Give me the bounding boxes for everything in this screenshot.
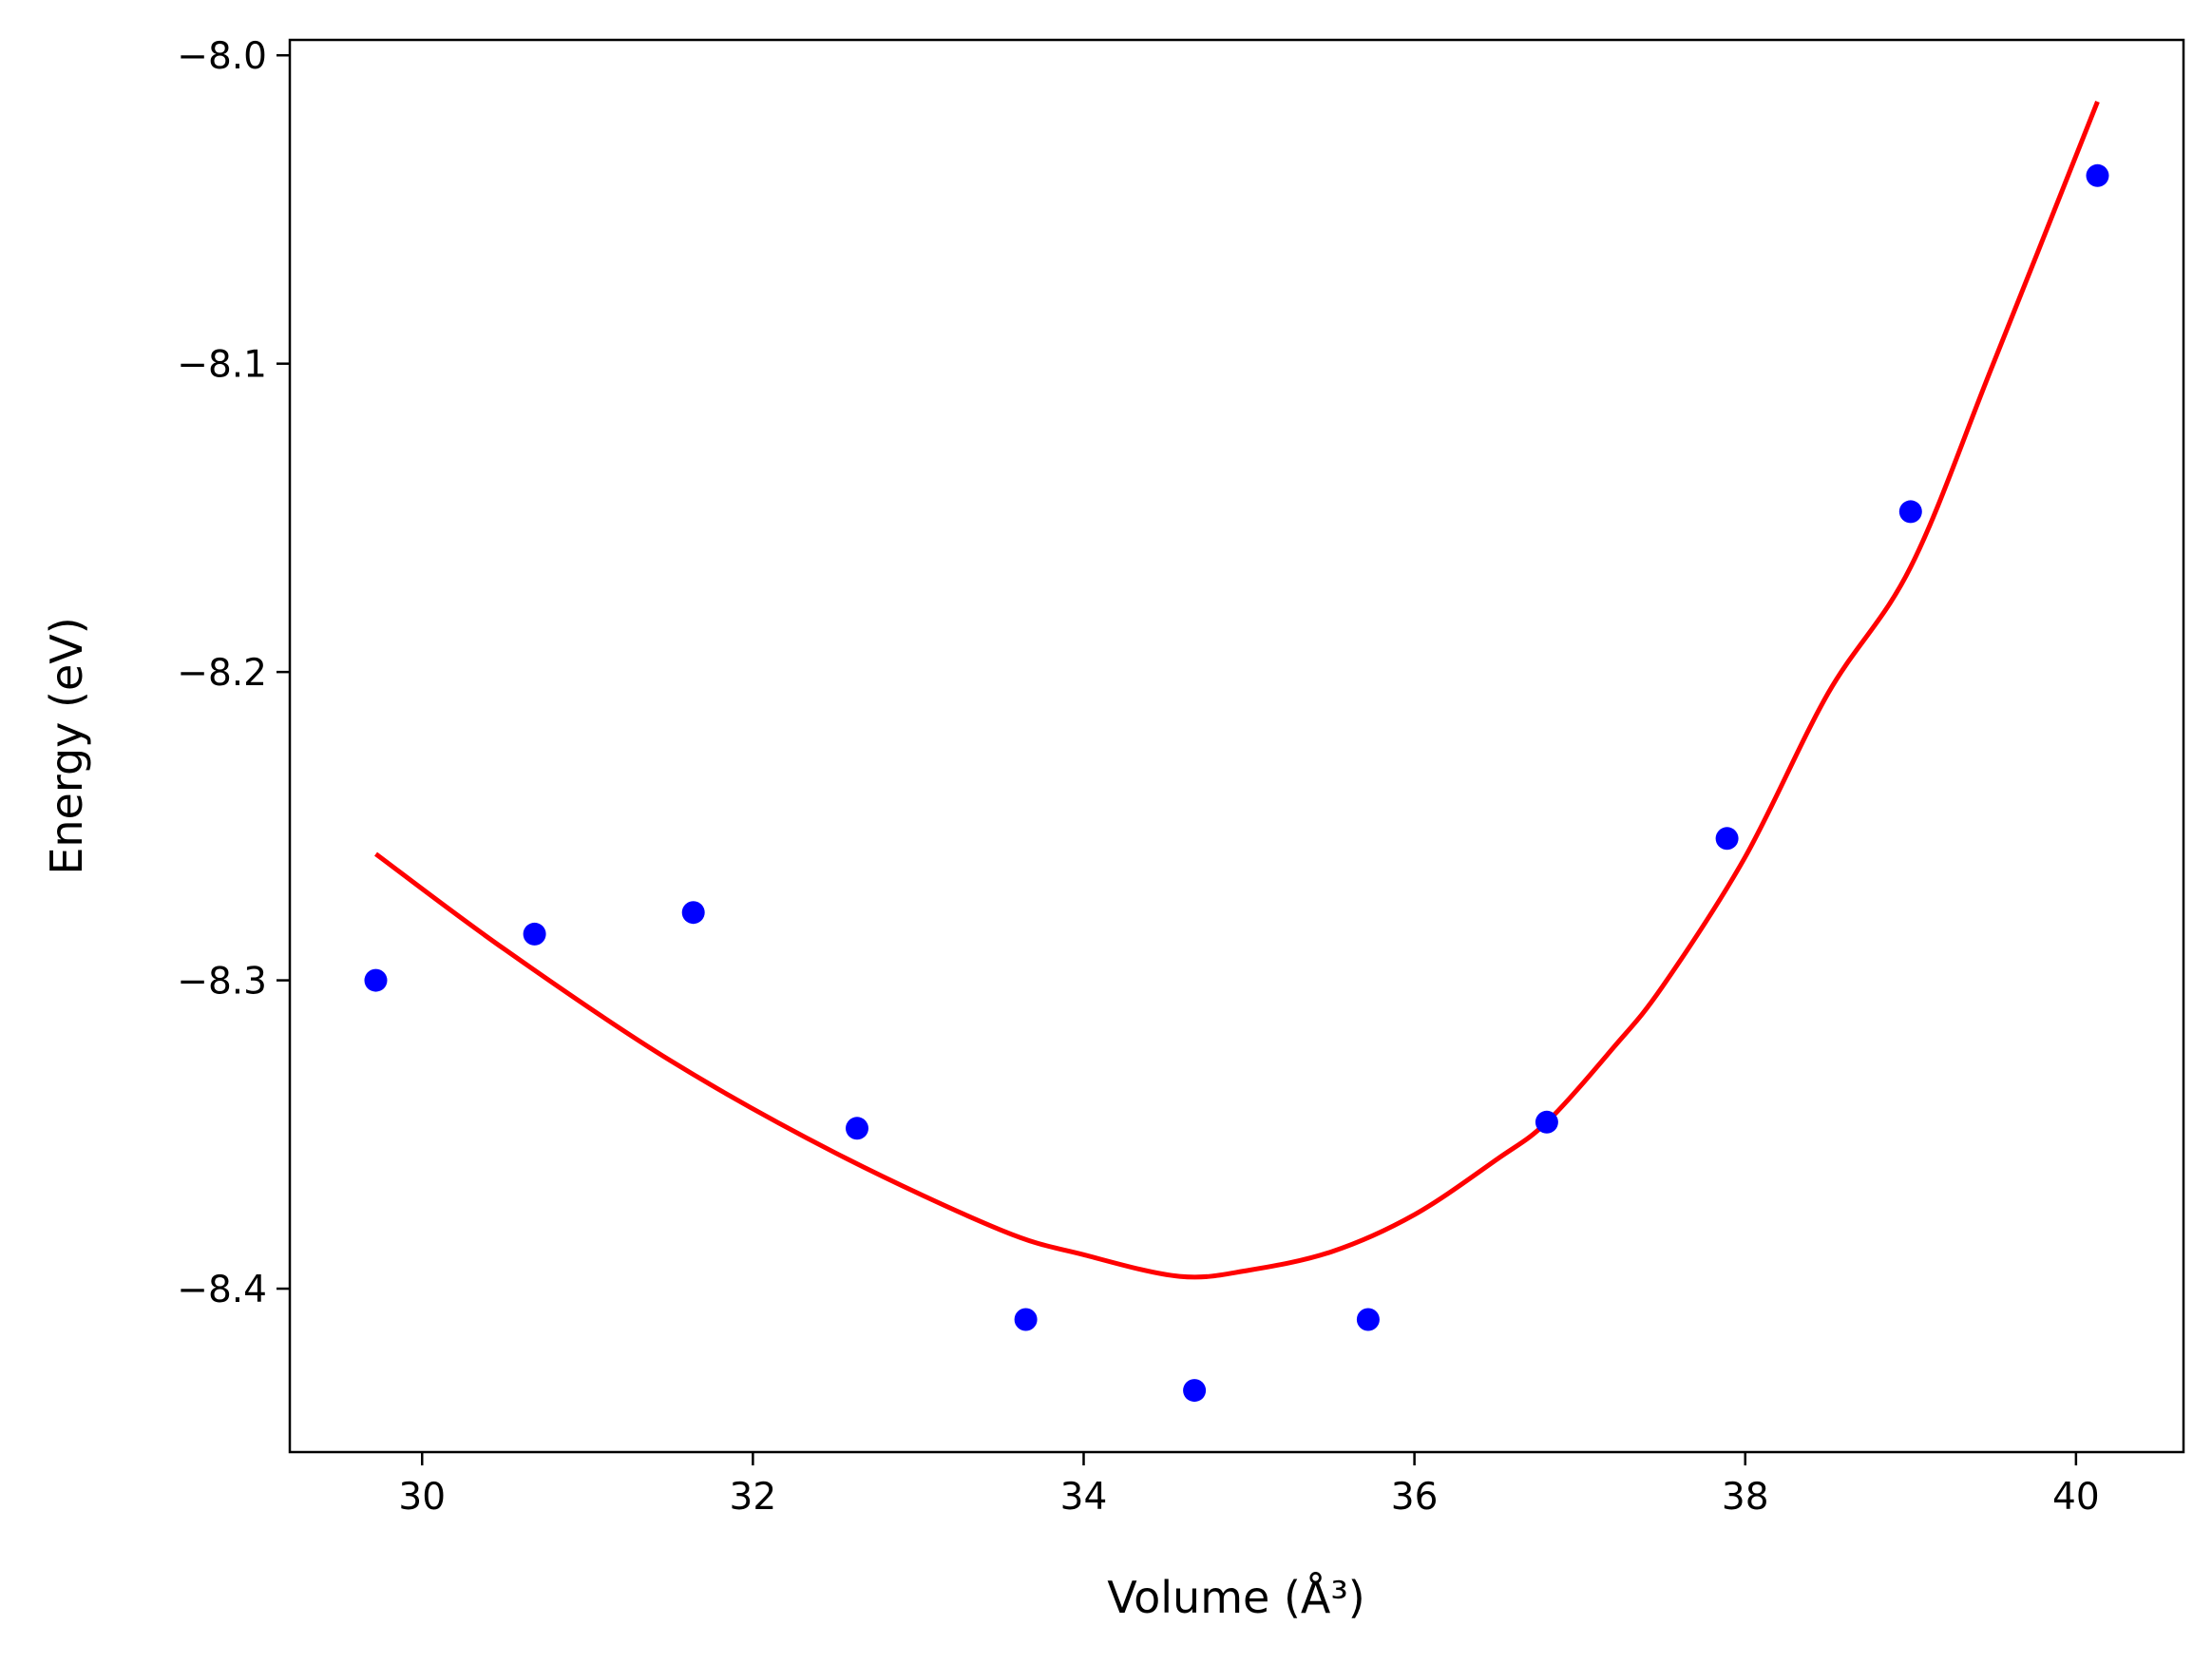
data-point <box>1535 1110 1558 1134</box>
data-point <box>1183 1379 1207 1403</box>
y-axis: −8.0 −8.1 −8.2 −8.3 −8.4 <box>177 35 290 1311</box>
x-tick-label: 30 <box>398 1476 446 1519</box>
y-tick-label: −8.4 <box>177 1269 267 1311</box>
x-tick-label: 40 <box>2052 1476 2100 1519</box>
y-tick-label: −8.0 <box>177 35 267 78</box>
x-tick-label: 32 <box>730 1476 777 1519</box>
y-tick-label: −8.1 <box>177 344 267 387</box>
data-point <box>523 922 546 946</box>
y-tick-label: −8.3 <box>177 961 267 1004</box>
fit-curve-line <box>374 100 2100 1280</box>
y-tick-label: −8.2 <box>177 652 267 695</box>
data-point <box>1014 1308 1038 1331</box>
plot-area <box>364 100 2109 1403</box>
data-point <box>846 1117 868 1140</box>
axes-frame <box>288 38 2185 1454</box>
x-axis: 30 32 34 36 38 40 <box>398 1452 2100 1519</box>
data-point <box>364 968 388 992</box>
data-point <box>681 901 705 925</box>
x-axis-label: Volume (Å³) <box>1107 1572 1365 1623</box>
data-point <box>1898 500 1922 524</box>
x-tick-label: 34 <box>1060 1476 1108 1519</box>
x-tick-label: 38 <box>1722 1476 1769 1519</box>
x-tick-label: 36 <box>1391 1476 1439 1519</box>
data-point <box>1715 827 1739 851</box>
data-point <box>1356 1308 1380 1331</box>
data-point <box>2086 163 2109 187</box>
y-axis-label: Energy (eV) <box>41 617 92 874</box>
